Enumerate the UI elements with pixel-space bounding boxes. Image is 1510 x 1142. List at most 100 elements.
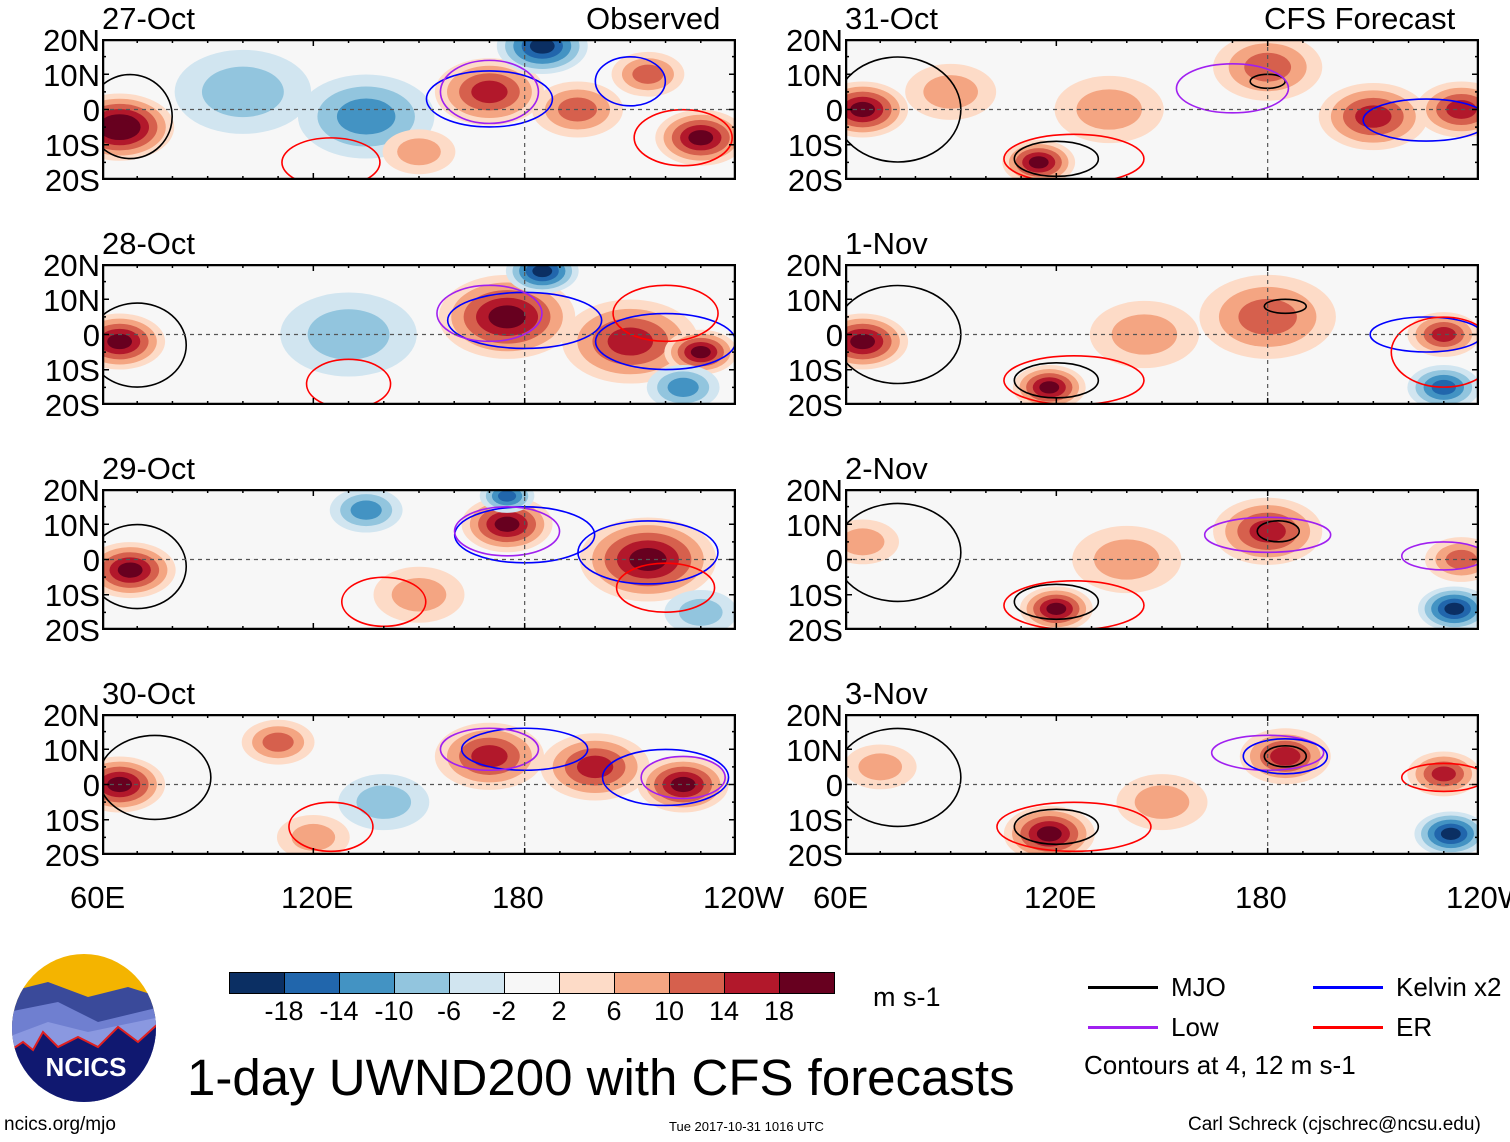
legend-label: Kelvin x2: [1396, 972, 1502, 1002]
y-tick-label: 10S: [787, 128, 843, 163]
anomaly-blob: [329, 489, 403, 533]
y-tick-label: 10S: [44, 578, 100, 613]
colorbar-label: -14: [319, 996, 359, 1026]
y-tick-label: 20N: [786, 248, 843, 283]
site-url[interactable]: ncics.org/mjo: [4, 1114, 116, 1135]
y-tick-label: 20N: [786, 698, 843, 733]
y-tick-label: 20N: [786, 23, 843, 58]
anomaly-blob: [845, 313, 909, 370]
y-tick-label: 0: [82, 543, 100, 578]
y-tick-label: 10N: [43, 733, 100, 768]
anomaly-blob: [655, 109, 736, 166]
low-contour: [436, 284, 543, 343]
colorbar-swatch: [724, 972, 780, 994]
y-tick-label: 10N: [786, 733, 843, 768]
colorbar-label: -6: [436, 996, 462, 1026]
x-tick-label: 120W: [1446, 880, 1510, 915]
er-contour: [633, 108, 733, 167]
ncics-logo: NCICS: [12, 954, 156, 1102]
author: Carl Schreck (cjschrec@ncsu.edu): [1188, 1114, 1481, 1135]
anomaly-blob: [382, 129, 456, 175]
y-tick-label: 10N: [786, 283, 843, 318]
legend-label: MJO: [1171, 972, 1226, 1002]
colorbar-swatch: [614, 972, 670, 994]
colorbar-label: 6: [606, 996, 622, 1026]
y-tick-label: 10N: [43, 508, 100, 543]
mjo-contour: [1013, 808, 1100, 846]
low-contour: [1400, 541, 1479, 571]
y-tick-label: 20S: [787, 163, 843, 198]
anomaly-blob: [280, 292, 417, 377]
anomaly-blob: [845, 81, 909, 138]
x-tick-label: 60E: [813, 880, 869, 915]
y-tick-label: 0: [82, 768, 100, 803]
low-contour: [1175, 63, 1290, 114]
low-contour: [439, 59, 540, 125]
anomaly-blob: [373, 566, 465, 623]
colorbar-label: 14: [708, 996, 740, 1026]
y-tick-label: 20S: [44, 388, 100, 423]
anomaly-blob: [1116, 774, 1208, 831]
map-panel: [845, 264, 1479, 405]
timestamp: Tue 2017-10-31 1016 UTC: [669, 1119, 824, 1134]
colorbar-swatch: [339, 972, 395, 994]
y-tick-label: 0: [825, 768, 843, 803]
colorbar-swatch: [504, 972, 560, 994]
colorbar-swatch: [559, 972, 615, 994]
er-contour: [1390, 316, 1479, 388]
panel-date: 2-Nov: [845, 451, 928, 486]
colorbar-swatch: [779, 972, 835, 994]
y-tick-label: 10S: [787, 578, 843, 613]
anomaly-blob: [905, 63, 997, 120]
anomaly-blob: [845, 744, 917, 790]
colorbar-label: -18: [264, 996, 304, 1026]
y-tick-label: 20S: [44, 613, 100, 648]
map-panel: [102, 489, 736, 630]
y-tick-label: 20S: [787, 838, 843, 873]
mjo-contour: [102, 302, 188, 388]
mjo-contour: [1013, 583, 1100, 621]
x-tick-label: 180: [492, 880, 544, 915]
anomaly-blob: [540, 733, 650, 801]
anomaly-blob: [102, 93, 175, 161]
er-contour: [281, 137, 381, 180]
er-contour: [305, 358, 392, 405]
anomaly-blob: [102, 313, 166, 370]
mjo-contour: [102, 523, 188, 610]
anomaly-blob: [102, 542, 176, 599]
contour-note: Contours at 4, 12 m s-1: [1084, 1050, 1356, 1080]
chart-title: 1-day UWND200 with CFS forecasts: [187, 1049, 1015, 1106]
anomaly-blob: [1414, 811, 1479, 855]
colorbar-swatch: [229, 972, 285, 994]
er-contour: [288, 801, 374, 853]
kelvin-contour: [594, 55, 667, 107]
map-panel: [102, 714, 736, 855]
y-tick-label: 10S: [787, 803, 843, 838]
panel-date: 1-Nov: [845, 226, 928, 261]
y-tick-label: 10S: [44, 803, 100, 838]
kelvin-contour: [425, 70, 554, 128]
legend-line-er: [1313, 1026, 1383, 1029]
mjo-contour: [845, 502, 962, 603]
colorbar-label: -2: [491, 996, 517, 1026]
anomaly-blob: [1407, 312, 1479, 357]
legend-line-low: [1088, 1026, 1158, 1029]
anomaly-blob: [1415, 81, 1479, 138]
legend-label: Low: [1171, 1012, 1219, 1042]
er-contour: [996, 801, 1152, 853]
map-panel: [102, 39, 736, 180]
x-tick-label: 120W: [703, 880, 784, 915]
colorbar-label: 18: [763, 996, 795, 1026]
y-tick-label: 20S: [787, 388, 843, 423]
legend-line-kelvin-x2: [1313, 986, 1383, 989]
y-tick-label: 10S: [787, 353, 843, 388]
anomaly-blob: [1318, 82, 1428, 151]
anomaly-blob: [562, 299, 699, 384]
legend-label: ER: [1396, 1012, 1433, 1042]
x-tick-label: 120E: [281, 880, 354, 915]
y-tick-label: 10N: [786, 508, 843, 543]
y-tick-label: 10S: [44, 128, 100, 163]
anomaly-blob: [1417, 586, 1479, 630]
anomaly-blob: [461, 496, 553, 553]
panel-date: 3-Nov: [845, 676, 928, 711]
